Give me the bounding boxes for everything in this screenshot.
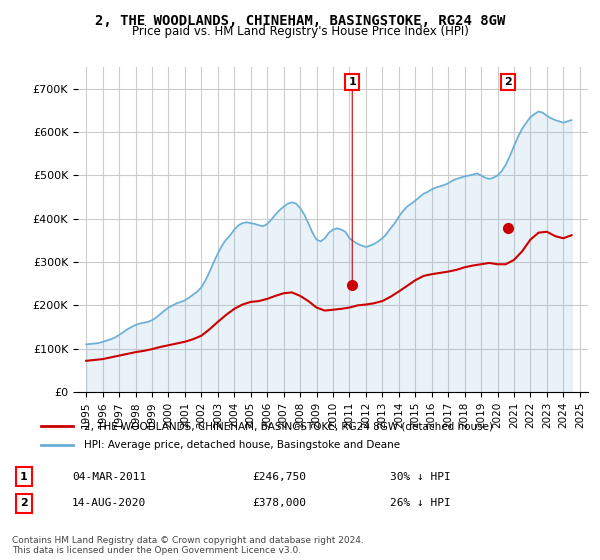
Text: 30% ↓ HPI: 30% ↓ HPI bbox=[390, 472, 451, 482]
Text: £246,750: £246,750 bbox=[252, 472, 306, 482]
Text: 04-MAR-2011: 04-MAR-2011 bbox=[72, 472, 146, 482]
Text: 2, THE WOODLANDS, CHINEHAM, BASINGSTOKE, RG24 8GW (detached house): 2, THE WOODLANDS, CHINEHAM, BASINGSTOKE,… bbox=[84, 421, 493, 431]
Text: 2: 2 bbox=[20, 498, 28, 508]
Text: £378,000: £378,000 bbox=[252, 498, 306, 508]
Text: 1: 1 bbox=[349, 77, 356, 87]
Text: HPI: Average price, detached house, Basingstoke and Deane: HPI: Average price, detached house, Basi… bbox=[84, 440, 400, 450]
Text: Price paid vs. HM Land Registry's House Price Index (HPI): Price paid vs. HM Land Registry's House … bbox=[131, 25, 469, 38]
Text: 14-AUG-2020: 14-AUG-2020 bbox=[72, 498, 146, 508]
Text: Contains HM Land Registry data © Crown copyright and database right 2024.
This d: Contains HM Land Registry data © Crown c… bbox=[12, 535, 364, 555]
Text: 1: 1 bbox=[20, 472, 28, 482]
Text: 2, THE WOODLANDS, CHINEHAM, BASINGSTOKE, RG24 8GW: 2, THE WOODLANDS, CHINEHAM, BASINGSTOKE,… bbox=[95, 14, 505, 28]
Text: 26% ↓ HPI: 26% ↓ HPI bbox=[390, 498, 451, 508]
Text: 2: 2 bbox=[504, 77, 512, 87]
